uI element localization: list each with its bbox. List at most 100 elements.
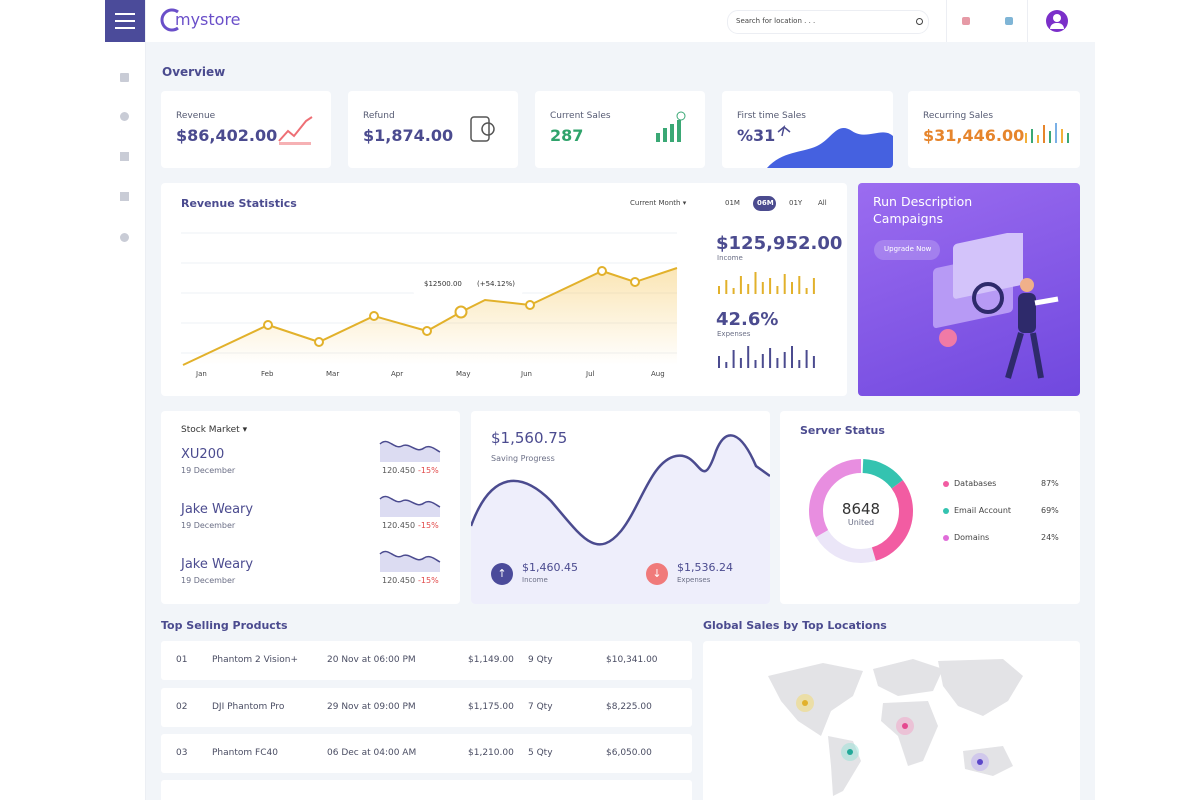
illus-screen	[953, 233, 1023, 299]
deco-bar	[1043, 125, 1045, 143]
point	[630, 277, 640, 287]
cell-date: 20 Nov at 06:00 PM	[327, 655, 416, 665]
section-title: Overview	[162, 65, 226, 79]
deco-bar	[1061, 129, 1063, 143]
deco-bar	[732, 350, 735, 368]
sales-icon	[656, 111, 686, 142]
x-tick-label: Feb	[261, 370, 274, 378]
icon-bar	[656, 133, 660, 142]
stat-card: First time Sales %31	[722, 91, 893, 168]
revenue-icon	[278, 116, 313, 145]
cell-date: 29 Nov at 09:00 PM	[327, 701, 416, 712]
range-button[interactable]: 01Y	[789, 199, 803, 207]
deco-bar	[754, 272, 757, 294]
stock-name: Jake Weary	[181, 502, 254, 517]
deco-bar	[1055, 123, 1057, 143]
income-label: Income	[717, 254, 743, 262]
deco-bar	[739, 276, 742, 294]
x-tick-label: Mar	[326, 370, 340, 378]
icon-coin	[676, 111, 686, 121]
promo-illustration	[933, 233, 1059, 379]
saving-line	[471, 434, 770, 546]
income-value: $125,952.00	[716, 233, 843, 254]
nav-pages[interactable]	[120, 192, 129, 201]
server-card: Server Status 8648 United	[780, 411, 1080, 604]
stock-date: 19 December	[181, 521, 236, 530]
location-dot	[847, 749, 853, 755]
saving-label: Saving Progress	[491, 454, 555, 463]
stock-change: -15%	[418, 466, 439, 475]
deco-bar	[747, 346, 750, 368]
cell-no: 01	[176, 655, 188, 665]
point	[369, 311, 379, 321]
stock-dropdown[interactable]: Stock Market ▾	[181, 425, 248, 435]
spark-line	[379, 550, 441, 563]
deco-bar	[739, 358, 742, 368]
legend-name: Domains	[954, 533, 990, 542]
promo-title: Campaigns	[873, 211, 944, 226]
revenue-area	[183, 268, 677, 365]
stat-card: Refund $1,874.00	[348, 91, 518, 168]
search-box[interactable]: Search for location . . .	[727, 10, 929, 34]
deco-bar	[791, 282, 793, 294]
icon-shape	[470, 116, 490, 142]
menu-button[interactable]	[105, 0, 145, 42]
message-icon[interactable]	[1005, 17, 1013, 25]
spark-area	[380, 441, 440, 462]
avatar[interactable]	[1046, 10, 1068, 32]
avatar-body	[1050, 23, 1064, 29]
deco-bar	[718, 356, 720, 368]
first-sales-wave	[767, 125, 893, 168]
period-filter[interactable]: Current Month ▾	[630, 199, 687, 207]
donut-arc	[809, 459, 913, 563]
product-row: 03 Phantom FC40 06 Dec at 04:00 AM $1,210.0…	[161, 734, 692, 773]
promo-card: Run Description Campaigns Upgrade Now	[858, 183, 1080, 396]
stock-change: -15%	[418, 576, 439, 585]
europe	[873, 659, 943, 696]
donut-arc	[809, 459, 913, 563]
expenses-sparkbars	[718, 346, 815, 368]
range-pill-active[interactable]	[753, 196, 776, 211]
point	[263, 320, 273, 330]
cell-total: $6,050.00	[606, 748, 652, 758]
legend-dot	[943, 508, 949, 514]
deco-bar	[1025, 133, 1027, 143]
range-button[interactable]: 01M	[725, 199, 740, 207]
deco-bar	[761, 354, 764, 368]
stock-sparkline	[379, 495, 441, 517]
legend-dot	[943, 481, 949, 487]
donut-rings	[809, 459, 913, 563]
stock-title: Stock Market	[181, 425, 240, 435]
x-tick-label: Jul	[586, 370, 595, 378]
menu-bar	[115, 13, 135, 15]
deco-bar	[1037, 135, 1039, 143]
stat-value: 287	[550, 126, 584, 145]
saving-expenses-label: Expenses	[677, 576, 711, 584]
section-title: Top Selling Products	[161, 619, 288, 632]
location-dot	[902, 723, 908, 729]
cell-name: DJI Phantom Pro	[212, 701, 285, 712]
range-button[interactable]: 06M	[757, 199, 774, 207]
card-title: Revenue Statistics	[181, 197, 297, 210]
nav-report[interactable]	[120, 152, 129, 161]
cell-qty: 9 Qty	[528, 655, 553, 665]
illus-person	[1018, 293, 1036, 333]
search-icon	[916, 18, 923, 25]
nav-settings[interactable]	[120, 233, 129, 242]
range-button[interactable]: All	[818, 199, 827, 207]
card-title: Server Status	[800, 424, 885, 437]
x-tick-label: Apr	[391, 370, 404, 378]
australia	[963, 746, 1013, 776]
deco-bar	[718, 286, 720, 294]
nav-user[interactable]	[120, 112, 129, 121]
notification-icon[interactable]	[962, 17, 970, 25]
legend-value: 87%	[1041, 479, 1059, 488]
deco-bar	[754, 360, 757, 368]
donut-arc	[809, 459, 913, 563]
saving-income-value: $1,460.45	[522, 561, 578, 574]
upgrade-button[interactable]: Upgrade Now	[874, 240, 940, 260]
nav-dashboard[interactable]	[120, 73, 129, 82]
deco-bar	[812, 278, 815, 294]
illus-head	[1020, 278, 1034, 292]
